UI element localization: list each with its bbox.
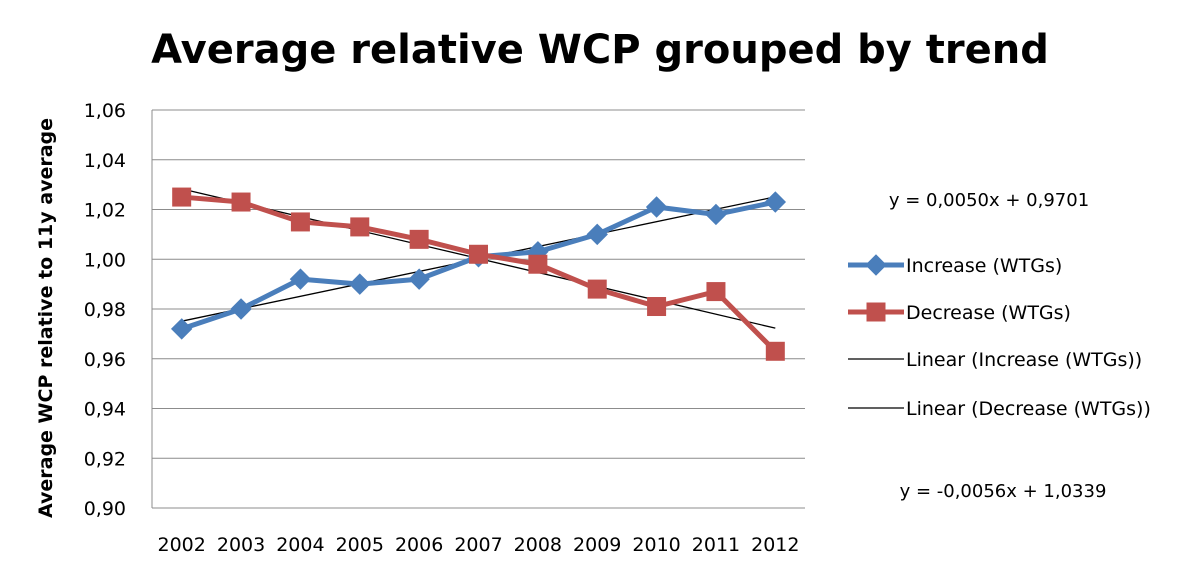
data-point-square: [231, 192, 251, 212]
equation-increase: y = 0,0050x + 0,9701: [889, 190, 1089, 211]
y-tick-label: 0,98: [84, 299, 126, 321]
data-point-square: [290, 212, 310, 232]
data-point-square: [765, 341, 785, 361]
x-tick-label: 2002: [158, 534, 206, 556]
series: [172, 187, 785, 361]
x-tick-label: 2003: [217, 534, 265, 556]
data-point-square: [469, 244, 488, 264]
legend-label: Increase (WTGs): [906, 255, 1062, 277]
x-tick-label: 2008: [514, 534, 562, 556]
chart-title: Average relative WCP grouped by trend: [151, 27, 1049, 73]
x-tick-labels: 2002 2003 2004 2005 2006 2007 2008 2009 2010 2011…: [158, 534, 800, 556]
series-group: [170, 187, 787, 361]
data-point-diamond: [764, 191, 787, 213]
data-point-square: [866, 302, 886, 322]
equation-decrease: y = -0,0056x + 1,0339: [900, 481, 1107, 502]
series-line: [181, 194, 778, 354]
data-point-square: [409, 229, 429, 249]
y-tick-label: 1,06: [84, 100, 126, 122]
legend-label: Linear (Increase (WTGs)): [906, 349, 1142, 371]
data-point-diamond: [408, 268, 430, 290]
data-point-diamond: [289, 268, 312, 290]
legend-label: Linear (Decrease (WTGs)): [906, 398, 1151, 420]
data-point-square: [647, 297, 667, 317]
x-tick-label: 2010: [632, 534, 680, 556]
x-tick-label: 2006: [395, 534, 443, 556]
legend-item: Linear (Decrease (WTGs)): [848, 398, 1151, 420]
series: [170, 191, 787, 340]
x-tick-label: 2009: [573, 534, 621, 556]
x-tick-label: 2012: [751, 534, 799, 556]
y-tick-labels: 0,90 0,92 0,94 0,96 0,98 1,00 1,02 1,04 1,06: [84, 100, 126, 520]
legend: Increase (WTGs) Decrease (WTGs) Linear (In…: [848, 254, 1151, 420]
y-tick-label: 1,00: [84, 249, 126, 271]
y-tick-label: 0,96: [84, 349, 126, 371]
y-tick-label: 0,90: [84, 498, 126, 520]
x-tick-label: 2007: [454, 534, 502, 556]
data-point-diamond: [586, 223, 608, 246]
data-point-square: [528, 254, 548, 274]
y-tick-label: 0,92: [84, 448, 126, 470]
data-point-square: [706, 282, 726, 302]
data-point-diamond: [865, 254, 887, 276]
y-axis-label: Average WCP relative to 11y average: [35, 118, 57, 518]
data-point-square: [172, 187, 192, 207]
legend-item: Linear (Increase (WTGs)): [848, 349, 1142, 371]
y-tick-label: 1,04: [84, 150, 126, 172]
x-tick-label: 2011: [692, 534, 740, 556]
data-point-diamond: [230, 298, 252, 320]
legend-item: Increase (WTGs): [848, 254, 1062, 277]
x-tick-label: 2004: [276, 534, 324, 556]
y-tick-label: 1,02: [84, 200, 126, 222]
y-tick-label: 0,94: [84, 399, 126, 421]
data-point-square: [350, 217, 370, 237]
x-tick-label: 2005: [336, 534, 384, 556]
data-point-diamond: [705, 203, 727, 226]
data-point-square: [587, 279, 607, 299]
data-point-diamond: [645, 196, 668, 218]
data-point-diamond: [170, 318, 193, 340]
data-point-diamond: [349, 273, 371, 295]
legend-item: Decrease (WTGs): [848, 302, 1071, 324]
legend-label: Decrease (WTGs): [906, 302, 1071, 324]
